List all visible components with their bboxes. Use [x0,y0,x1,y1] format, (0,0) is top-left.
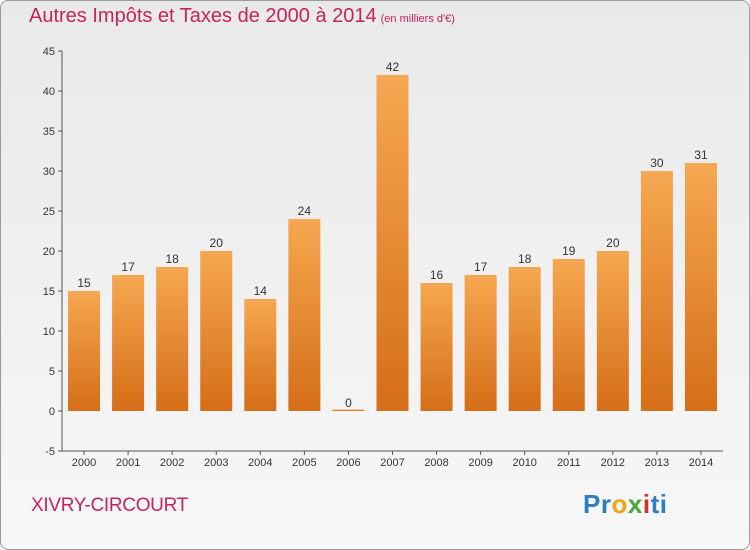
value-label: 17 [474,260,488,274]
bar [552,259,585,411]
value-label: 19 [562,244,576,258]
chart-subtitle: (en milliers d'€) [380,13,455,25]
value-label: 18 [165,252,179,266]
bar [684,163,717,411]
y-tick-label: 40 [43,86,55,98]
bar [596,251,629,411]
logo-part: i [642,489,651,519]
x-tick-label: 2002 [160,457,184,469]
y-tick-label: 0 [49,406,55,418]
value-label: 30 [650,156,664,170]
y-tick-label: 30 [43,166,55,178]
town-name: XIVRY-CIRCOURT [31,495,188,516]
logo-part: o [611,489,628,519]
y-tick-label: -5 [45,446,55,458]
x-tick-label: 2009 [468,457,492,469]
x-tick-label: 2000 [72,457,96,469]
bar [640,171,673,411]
value-label: 0 [345,396,352,410]
value-label: 17 [121,260,135,274]
title-text: Autres Impôts et Taxes de 2000 à 2014 [29,5,377,27]
bar [288,219,321,411]
y-tick-label: 35 [43,126,55,138]
bar [420,283,453,411]
bar [332,409,365,411]
value-label: 14 [254,284,268,298]
x-tick-label: 2007 [380,457,404,469]
x-tick-label: 2013 [645,457,669,469]
x-tick-label: 2004 [248,457,272,469]
bar [244,299,277,411]
value-label: 18 [518,252,532,266]
bar [464,275,497,411]
y-tick-label: 25 [43,206,55,218]
bar [376,75,409,411]
value-label: 20 [210,236,224,250]
x-tick-label: 2001 [116,457,140,469]
y-tick-label: 5 [49,366,55,378]
bar [112,275,145,411]
logo-part: ti [650,489,668,519]
y-tick-label: 45 [43,46,55,58]
value-label: 15 [77,276,91,290]
proxiti-logo: Proxiti [583,489,667,520]
bar [156,267,189,411]
x-tick-label: 2003 [204,457,228,469]
value-label: 20 [606,236,620,250]
y-tick-label: 10 [43,326,55,338]
logo-part: x [627,489,643,519]
logo-part: Pr [583,489,612,519]
value-label: 42 [386,60,400,74]
bar [200,251,233,411]
x-tick-label: 2014 [689,457,713,469]
x-tick-label: 2005 [292,457,316,469]
value-label: 31 [694,148,708,162]
y-tick-label: 20 [43,246,55,258]
x-tick-label: 2008 [424,457,448,469]
x-tick-label: 2012 [601,457,625,469]
value-label: 24 [298,204,312,218]
x-tick-label: 2006 [336,457,360,469]
y-tick-label: 15 [43,286,55,298]
chart-title: Autres Impôts et Taxes de 2000 à 2014 (en… [29,5,455,28]
x-tick-label: 2010 [512,457,536,469]
bar [508,267,541,411]
value-label: 16 [430,268,444,282]
x-tick-label: 2011 [557,457,581,469]
bar [68,291,101,411]
